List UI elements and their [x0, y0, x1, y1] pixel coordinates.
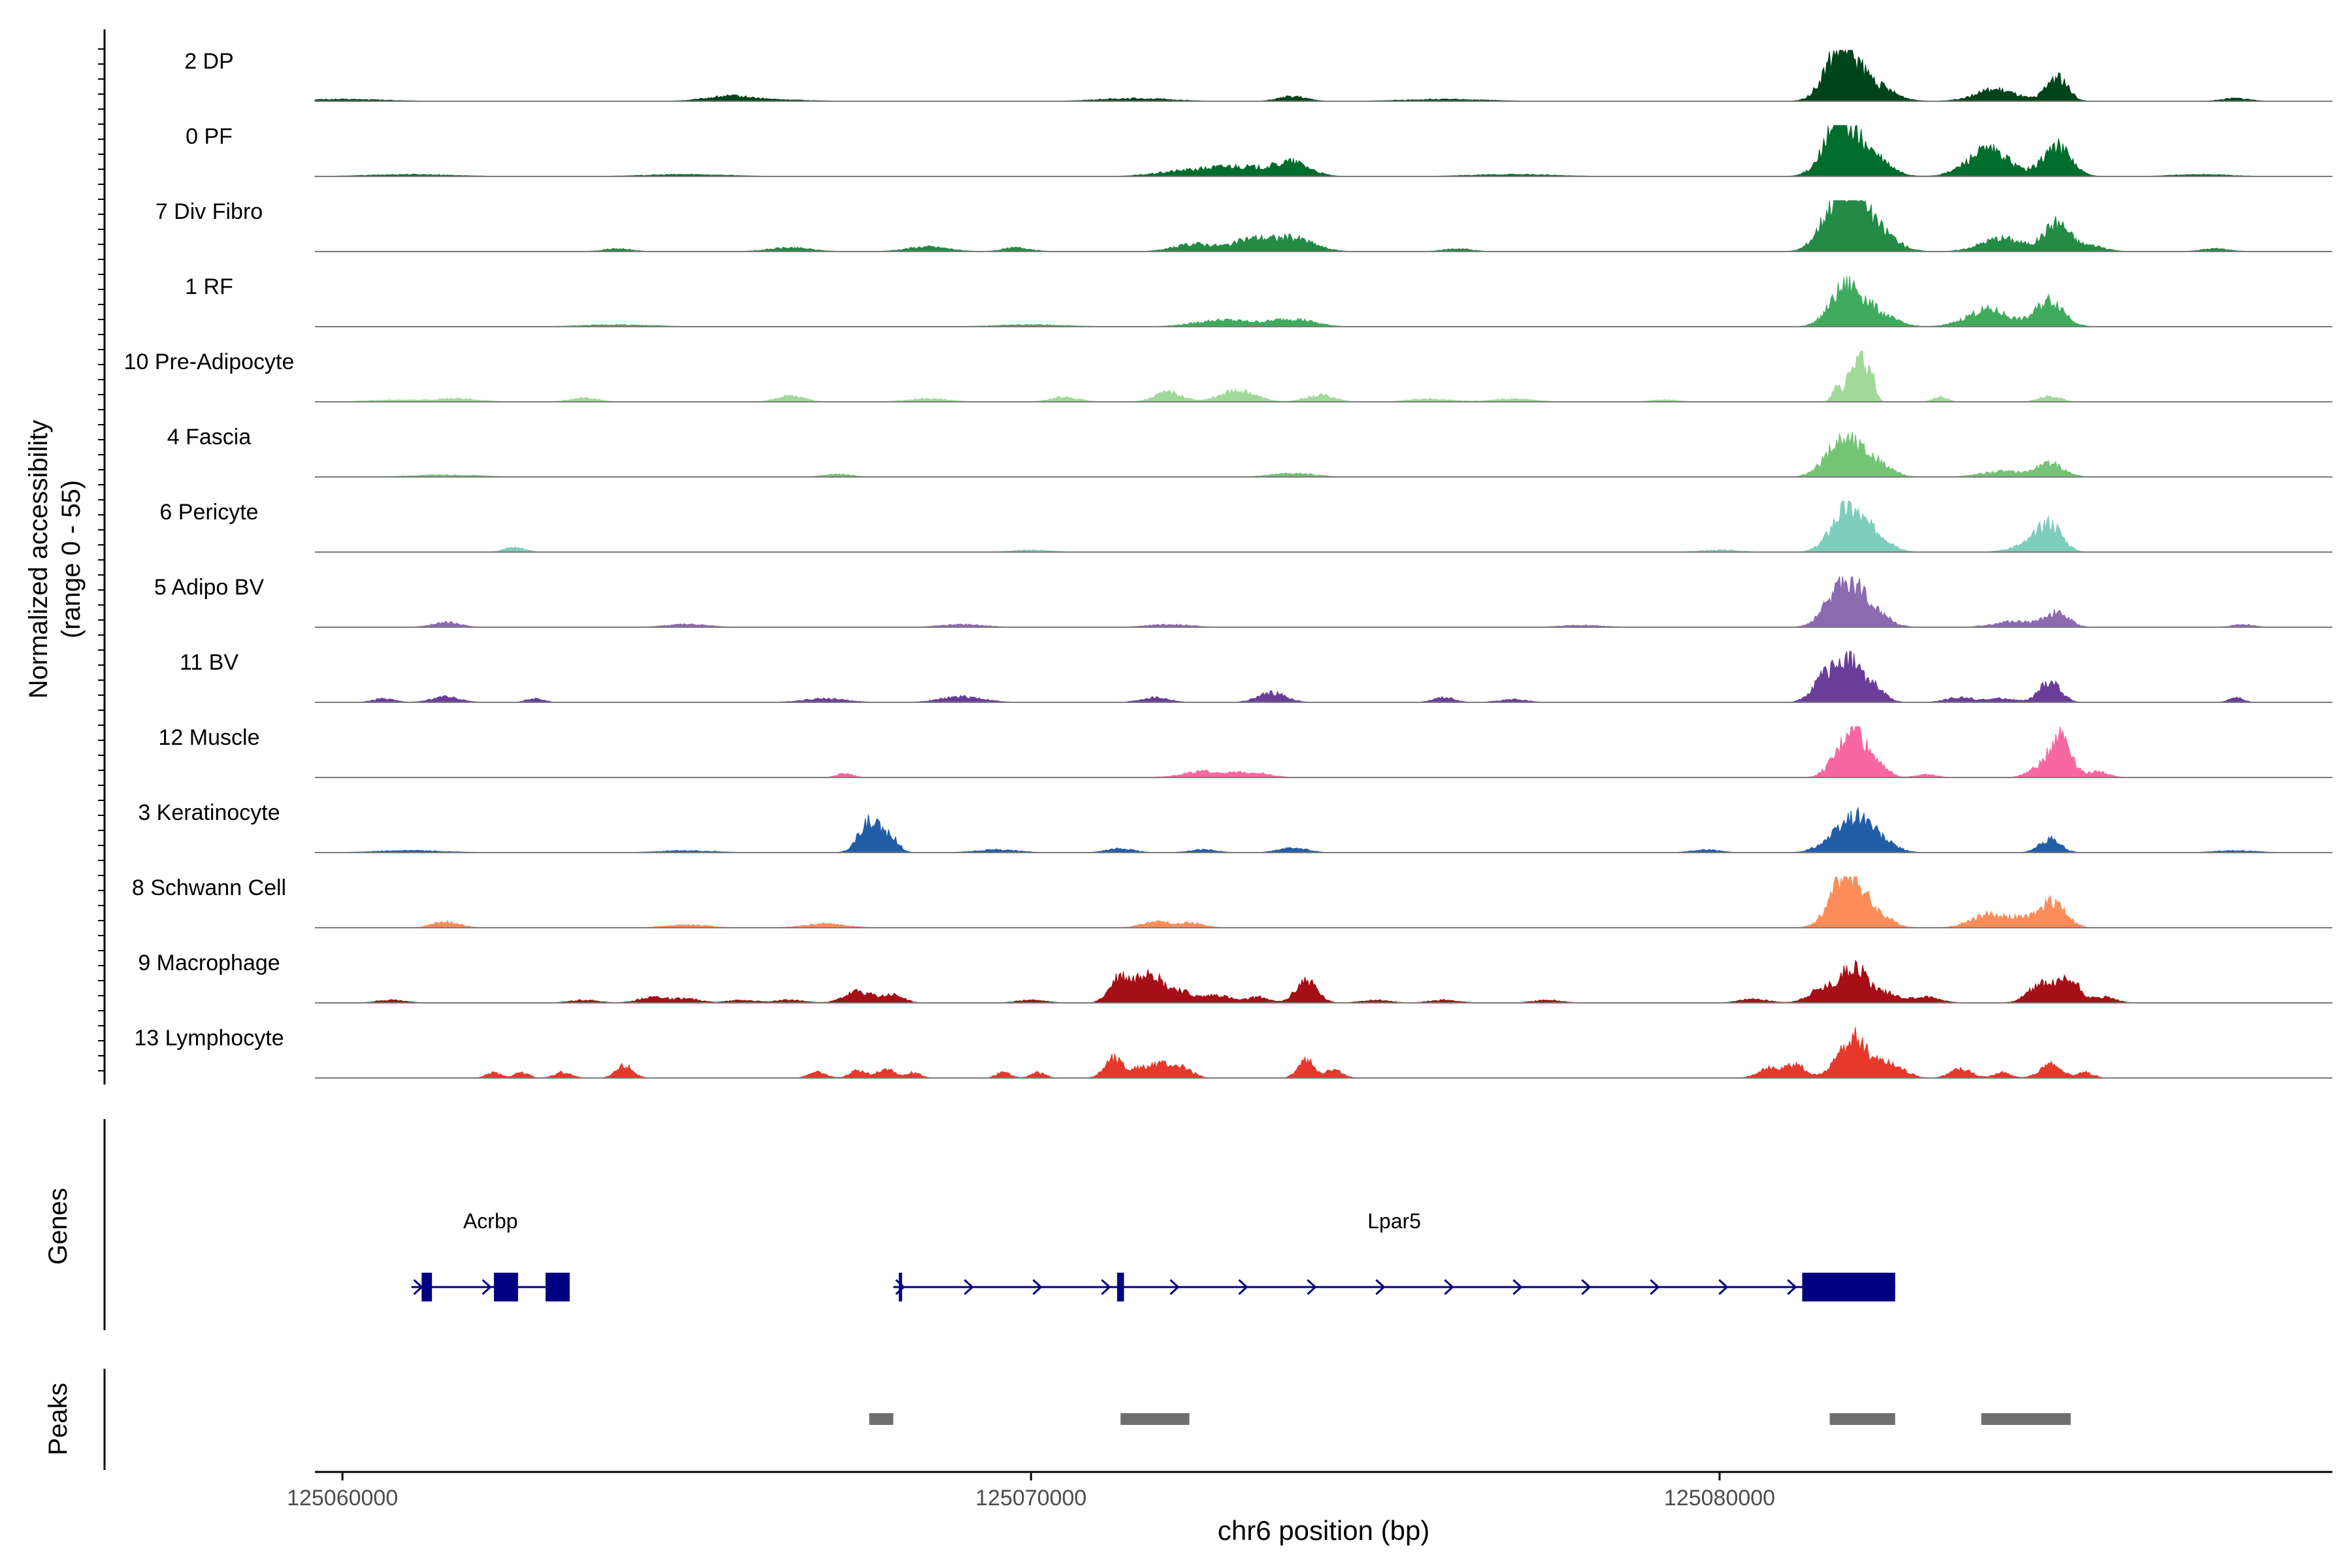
gene-acrbp: Acrbp [411, 1209, 570, 1301]
track-label: 9 Macrophage [138, 951, 280, 975]
gene-annotations: Acrbp Lpar5 [411, 1209, 1895, 1301]
peaks-panel-title: Peaks [44, 1382, 73, 1455]
gene-label: Lpar5 [1367, 1209, 1421, 1233]
track-signal [315, 726, 2332, 778]
track-2: 0 PF [186, 124, 2332, 177]
peak-regions [869, 1413, 2071, 1425]
gene-lpar5: Lpar5 [893, 1209, 1895, 1301]
track-12: 8 Schwann Cell [132, 875, 2332, 928]
strand-arrow [964, 1279, 974, 1296]
track-label: 4 Fascia [167, 425, 252, 449]
track-label: 6 Pericyte [159, 500, 258, 525]
x-axis: 125060000 125070000 125080000 [287, 1471, 2332, 1511]
track-signal [315, 350, 2332, 402]
track-label: 2 DP [184, 49, 234, 74]
track-signal [315, 959, 2332, 1004]
strand-arrow [1169, 1279, 1180, 1296]
track-signal [315, 431, 2332, 478]
strand-arrow [1650, 1279, 1660, 1296]
strand-arrow [1718, 1279, 1729, 1296]
peak-region [1120, 1413, 1190, 1425]
track-1: 2 DP [184, 49, 2332, 102]
strand-arrow [1307, 1279, 1317, 1296]
track-label: 11 BV [180, 650, 238, 675]
peak-region [1981, 1413, 2071, 1425]
gene-exon [1117, 1273, 1124, 1301]
track-4: 1 RF [185, 274, 2332, 327]
strand-arrow [1032, 1279, 1043, 1296]
strand-arrow [1375, 1279, 1386, 1296]
track-5: 10 Pre-Adipocyte [124, 350, 2332, 402]
strand-arrow [1444, 1279, 1454, 1296]
y-axis-title: Normalized accessibility [24, 420, 53, 699]
track-label: 12 Muscle [159, 725, 260, 750]
track-signal [315, 876, 2332, 928]
gene-label: Acrbp [463, 1209, 518, 1233]
gene-exon [546, 1273, 570, 1301]
track-signal [315, 500, 2332, 553]
track-8: 5 Adipo BV [154, 575, 2332, 628]
track-label: 1 RF [185, 274, 233, 299]
track-7: 6 Pericyte [159, 500, 2332, 553]
track-10: 12 Muscle [159, 725, 2332, 778]
tracks-y-axis [98, 29, 106, 1085]
peak-region [1829, 1413, 1895, 1425]
y-axis-subtitle: (range 0 - 55) [57, 480, 86, 638]
y-axis-title-group: Normalized accessibility (range 0 - 55) [24, 420, 86, 699]
track-signal [314, 49, 2332, 102]
track-signal [315, 200, 2332, 252]
x-tick-label: 125070000 [975, 1486, 1086, 1511]
gene-exon [421, 1273, 433, 1301]
track-9: 11 BV [180, 650, 2332, 703]
track-signal [314, 125, 2332, 177]
x-tick-label: 125080000 [1664, 1486, 1775, 1511]
track-13: 9 Macrophage [138, 951, 2332, 1004]
gene-exon [1802, 1273, 1895, 1301]
track-signal [314, 806, 2332, 853]
genes-panel-title: Genes [44, 1188, 73, 1265]
strand-arrow [1787, 1279, 1797, 1296]
gene-exon [898, 1273, 902, 1301]
track-label: 3 Keratinocyte [138, 800, 280, 825]
strand-arrow [1512, 1279, 1523, 1296]
track-6: 4 Fascia [167, 425, 2332, 478]
track-label: 10 Pre-Adipocyte [124, 350, 295, 374]
strand-arrow [1581, 1279, 1592, 1296]
track-label: 7 Div Fibro [155, 199, 263, 224]
track-signal [315, 1026, 2332, 1079]
strand-arrow [1238, 1279, 1249, 1296]
track-3: 7 Div Fibro [155, 199, 2332, 252]
strand-arrow [895, 1279, 906, 1296]
track-signal [315, 651, 2332, 703]
x-axis-title: chr6 position (bp) [1218, 1515, 1430, 1546]
strand-arrow [1101, 1279, 1111, 1296]
peak-region [869, 1413, 894, 1425]
x-tick-label: 125060000 [287, 1486, 398, 1511]
track-signal [315, 576, 2332, 628]
track-11: 3 Keratinocyte [138, 800, 2332, 853]
track-label: 8 Schwann Cell [132, 875, 286, 900]
strand-arrow [482, 1279, 492, 1296]
accessibility-tracks: 2 DP 0 PF 7 Div Fibro 1 RF 10 Pre-Adipocyte 4… [124, 49, 2332, 1079]
track-signal [315, 275, 2332, 327]
track-14: 13 Lymphocyte [134, 1026, 2332, 1079]
track-label: 5 Adipo BV [154, 575, 265, 600]
gene-exon [494, 1273, 518, 1301]
track-label: 0 PF [186, 124, 233, 149]
track-label: 13 Lymphocyte [134, 1026, 284, 1051]
